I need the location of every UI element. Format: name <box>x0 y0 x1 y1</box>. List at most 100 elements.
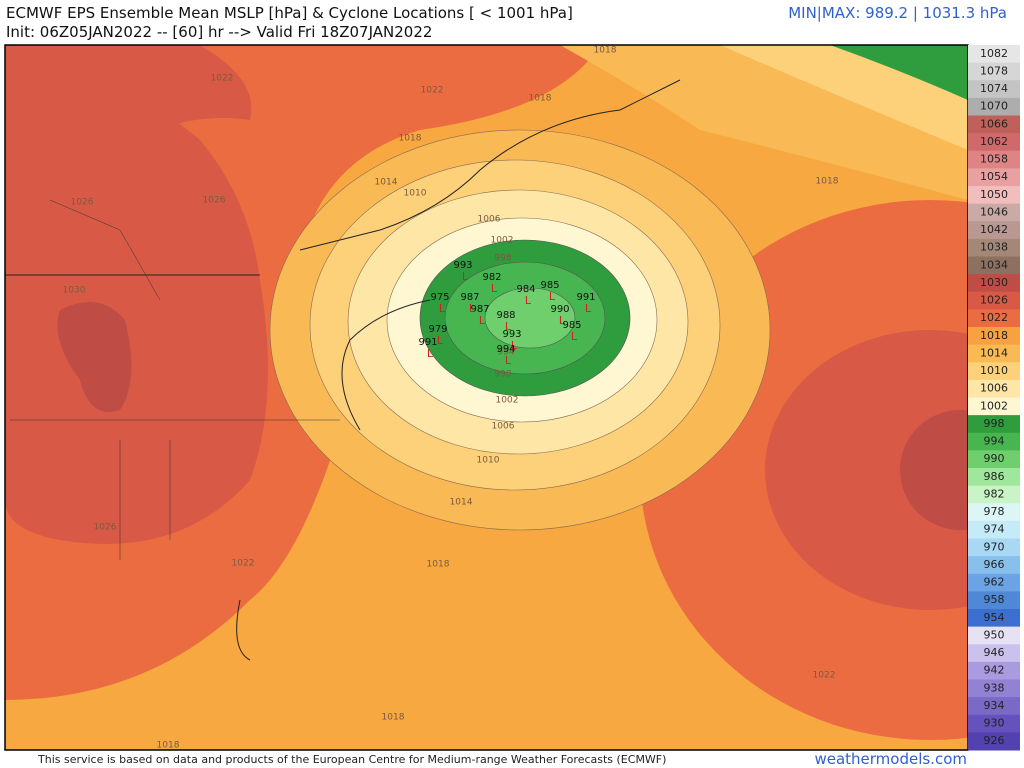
contour-label: 994 <box>497 348 514 358</box>
cyclone-value: 993 <box>502 329 521 340</box>
colorbar-swatch <box>968 291 1020 310</box>
colorbar-label: 1034 <box>980 258 1008 271</box>
cyclone-symbol: L <box>571 330 578 343</box>
colorbar-label: 1078 <box>980 64 1008 77</box>
colorbar-label: 1046 <box>980 205 1008 218</box>
colorbar-label: 1050 <box>980 188 1008 201</box>
colorbar-swatch <box>968 274 1020 293</box>
colorbar-label: 1042 <box>980 223 1008 236</box>
colorbar-label: 1002 <box>980 399 1008 412</box>
colorbar-label: 946 <box>984 646 1005 659</box>
credit: This service is based on data and produc… <box>37 753 666 766</box>
colorbar-label: 1026 <box>980 294 1008 307</box>
colorbar-swatch <box>968 468 1020 487</box>
cyclone-value: 987 <box>470 304 489 315</box>
cyclone-value: 991 <box>418 337 437 348</box>
colorbar-label: 938 <box>984 681 1005 694</box>
cyclone-value: 979 <box>428 324 447 335</box>
cyclone-symbol: L <box>549 290 556 303</box>
colorbar-label: 1058 <box>980 153 1008 166</box>
colorbar-swatch <box>968 238 1020 257</box>
cyclone-symbol: L <box>439 302 446 315</box>
cyclone-symbol: L <box>427 347 434 360</box>
title: ECMWF EPS Ensemble Mean MSLP [hPa] & Cyc… <box>6 4 573 22</box>
cyclone-value: 975 <box>430 292 449 303</box>
contour-label: 1022 <box>232 559 255 569</box>
cyclone-symbol: L <box>559 314 566 327</box>
cyclone-value: 990 <box>550 304 569 315</box>
colorbar-swatch <box>968 327 1020 346</box>
contour-label: 1018 <box>399 134 422 144</box>
contour-label: 1002 <box>491 236 514 246</box>
cyclone-symbol: L <box>462 270 469 283</box>
colorbar-swatch <box>968 115 1020 134</box>
colorbar-label: 942 <box>984 664 1005 677</box>
cyclone-symbol: L <box>585 302 592 315</box>
colorbar-label: 1038 <box>980 241 1008 254</box>
colorbar-swatch <box>968 432 1020 451</box>
colorbar-swatch <box>968 538 1020 557</box>
colorbar-label: 998 <box>984 417 1005 430</box>
contour-label: 1018 <box>157 741 180 751</box>
contour-label: 1022 <box>421 86 444 96</box>
colorbar-swatch <box>968 97 1020 116</box>
colorbar-label: 990 <box>984 452 1005 465</box>
colorbar-label: 986 <box>984 470 1005 483</box>
colorbar-label: 958 <box>984 593 1005 606</box>
colorbar-label: 1074 <box>980 82 1008 95</box>
contour-label: 1010 <box>477 456 500 466</box>
colorbar-swatch <box>968 661 1020 680</box>
contour-label: 1014 <box>450 498 473 508</box>
colorbar-swatch <box>968 379 1020 398</box>
cyclone-symbol: L <box>525 294 532 307</box>
colorbar-swatch <box>968 485 1020 504</box>
colorbar-swatch <box>968 679 1020 698</box>
colorbar-swatch <box>968 714 1020 733</box>
contour-label: 1006 <box>478 215 501 225</box>
colorbar-label: 978 <box>984 505 1005 518</box>
colorbar-swatch <box>968 609 1020 628</box>
site-link[interactable]: weathermodels.com <box>814 750 967 768</box>
colorbar-label: 1066 <box>980 117 1008 130</box>
colorbar-swatch <box>968 186 1020 205</box>
colorbar-label: 934 <box>984 699 1005 712</box>
colorbar-label: 966 <box>984 558 1005 571</box>
contour-label: 1002 <box>496 396 519 406</box>
contour-label: 1018 <box>594 46 617 56</box>
subtitle: Init: 06Z05JAN2022 -- [60] hr --> Valid … <box>6 23 432 41</box>
contour-label: 1026 <box>203 196 226 206</box>
cyclone-value: 985 <box>540 280 559 291</box>
contour-label: 1018 <box>382 713 405 723</box>
contour-label: 998 <box>494 254 511 264</box>
colorbar-swatch <box>968 644 1020 663</box>
contour-label: 1014 <box>375 178 398 188</box>
cyclone-symbol: L <box>491 282 498 295</box>
cyclone-value: 985 <box>562 320 581 331</box>
contour-label: 1010 <box>404 189 427 199</box>
contour-label: 1006 <box>492 422 515 432</box>
cyclone-symbol: L <box>505 320 512 333</box>
colorbar-label: 1070 <box>980 100 1008 113</box>
colorbar-label: 970 <box>984 540 1005 553</box>
colorbar-swatch <box>968 203 1020 222</box>
contour-label: 1026 <box>71 198 94 208</box>
contour-label: 1026 <box>94 523 117 533</box>
colorbar-label: 974 <box>984 523 1005 536</box>
contour-label: 1018 <box>529 94 552 104</box>
contour-label: 998 <box>494 370 511 380</box>
colorbar-swatch <box>968 62 1020 81</box>
cyclone-symbol: L <box>505 354 512 367</box>
colorbar-swatch <box>968 573 1020 592</box>
cyclone-symbol: L <box>479 314 486 327</box>
colorbar-swatch <box>968 133 1020 152</box>
colorbar-swatch <box>968 150 1020 169</box>
cyclone-value: 991 <box>576 292 595 303</box>
cyclone-value: 994 <box>496 344 515 355</box>
colorbar-label: 1030 <box>980 276 1008 289</box>
colorbar-swatch <box>968 503 1020 522</box>
colorbar-swatch <box>968 450 1020 469</box>
colorbar-label: 1062 <box>980 135 1008 148</box>
colorbar-label: 994 <box>984 435 1005 448</box>
colorbar-label: 982 <box>984 487 1005 500</box>
